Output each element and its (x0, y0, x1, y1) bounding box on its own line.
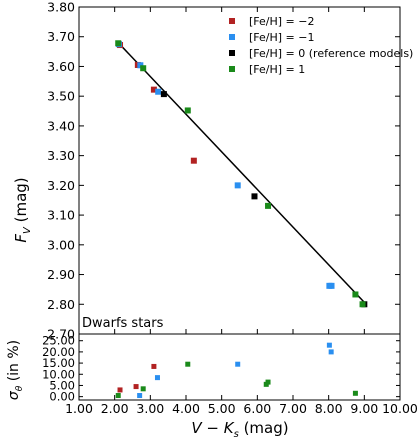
x-tick-label: 3.00 (136, 401, 164, 416)
residual-y-tick-label: 25.00 (42, 334, 75, 348)
x-tick-label: 7.00 (279, 401, 307, 416)
residual-data-point (326, 342, 332, 348)
main-data-point (251, 193, 258, 200)
main-y-tick-label: 3.40 (47, 118, 75, 133)
residual-data-point (265, 379, 271, 385)
main-y-tick-label: 2.70 (47, 327, 75, 342)
residual-data-point (137, 393, 143, 399)
main-y-tick-label: 3.50 (47, 89, 75, 104)
main-data-point (328, 282, 335, 289)
main-data-point (160, 91, 167, 98)
x-tick-label: 2.00 (101, 401, 129, 416)
legend-marker (229, 66, 235, 72)
x-tick-label: 4.00 (172, 401, 200, 416)
x-tick-label: 10.00 (382, 401, 417, 416)
main-data-point (265, 202, 272, 209)
residual-data-point (352, 390, 358, 396)
legend-label: [Fe/H] = −2 (249, 15, 314, 28)
main-data-point (115, 40, 122, 47)
residual-y-axis-label: σθ (in %) (6, 340, 25, 400)
legend-label: [Fe/H] = 0 (reference models) (249, 47, 413, 60)
main-data-point (150, 86, 157, 93)
main-y-tick-label: 3.80 (47, 0, 75, 15)
main-data-point (184, 107, 191, 114)
legend-marker (229, 18, 235, 24)
residual-data-point (115, 393, 121, 399)
residual-data-point (154, 375, 160, 381)
x-tick-label: 5.00 (208, 401, 236, 416)
residual-y-tick-label: 5.00 (49, 378, 75, 392)
main-y-tick-label: 3.20 (47, 178, 75, 193)
x-tick-label: 6.00 (243, 401, 271, 416)
legend-label: [Fe/H] = −1 (249, 31, 314, 44)
main-y-tick-label: 3.30 (47, 148, 75, 163)
legend-marker (229, 50, 235, 56)
main-y-tick-label: 3.00 (47, 237, 75, 252)
residual-data-point (133, 384, 139, 390)
main-panel: 2.70 2.80 2.90 3.00 3.10 3.20 3.30 3.40 3.50 3.60… (12, 0, 413, 342)
x-tick-label: 1.00 (65, 401, 93, 416)
residual-data-point (185, 361, 191, 367)
main-data-point (359, 301, 366, 308)
residual-data-point (328, 349, 334, 355)
main-y-tick-label: 3.70 (47, 29, 75, 44)
legend: [Fe/H] = −2 [Fe/H] = −1 [Fe/H] = 0 (refere… (229, 15, 413, 76)
main-data-point (140, 65, 147, 72)
main-data-point (234, 182, 241, 189)
x-axis-label: V − Ks (mag) (191, 419, 288, 439)
residual-y-tick-label: 0.00 (49, 390, 75, 404)
residual-data-point (117, 387, 123, 393)
x-tick-label: 9.00 (350, 401, 378, 416)
main-y-axis-label: FV (mag) (12, 177, 33, 242)
main-y-tick-label: 3.10 (47, 208, 75, 223)
main-y-tick-label: 2.90 (47, 267, 75, 282)
panel-annotation: Dwarfs stars (82, 316, 164, 331)
reference-fit-line (117, 42, 367, 305)
main-y-tick-label: 3.60 (47, 59, 75, 74)
residual-data-point (151, 363, 157, 369)
legend-marker (229, 34, 235, 40)
main-data-point (190, 157, 197, 164)
residual-plot-frame (78, 333, 401, 401)
residual-y-tick-label: 20.00 (42, 345, 75, 359)
residual-y-tick-label: 15.00 (42, 356, 75, 370)
residual-data-point (235, 361, 241, 367)
x-tick-label: 8.00 (315, 401, 343, 416)
main-y-tick-label: 2.80 (47, 297, 75, 312)
residual-y-tick-label: 10.00 (42, 367, 75, 381)
legend-label: [Fe/H] = 1 (249, 63, 305, 76)
main-data-point (155, 88, 162, 95)
main-data-point (352, 291, 359, 298)
residual-data-point (140, 386, 146, 392)
